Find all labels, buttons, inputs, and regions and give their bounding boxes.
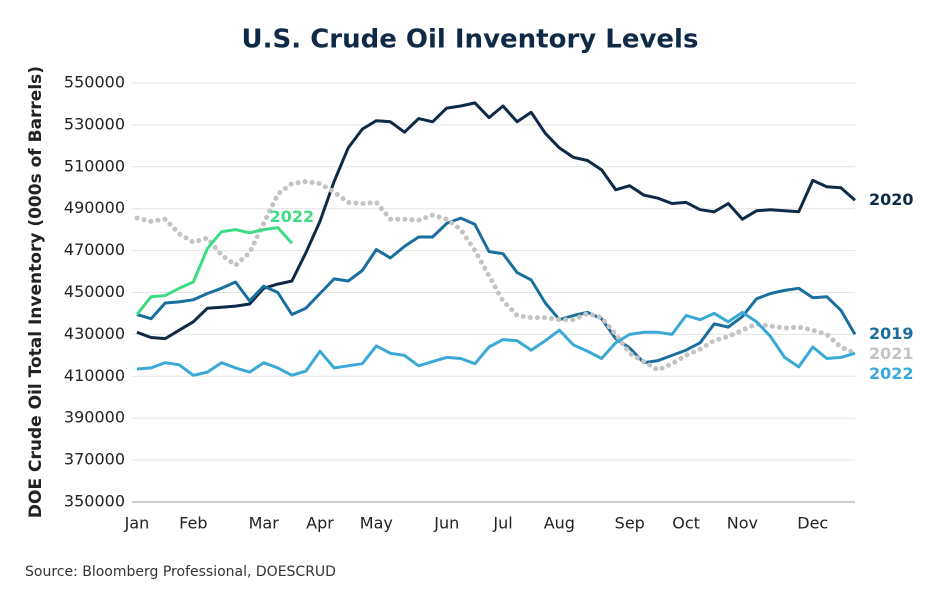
x-tick-label: Mar <box>249 514 280 533</box>
series-line <box>136 216 857 365</box>
x-tick-label: Dec <box>797 514 828 533</box>
series-line <box>136 101 856 341</box>
x-tick-label: Oct <box>672 514 700 533</box>
series-label: 2021 <box>869 344 914 363</box>
x-tick-label: Sep <box>615 514 645 533</box>
series-label: 2019 <box>869 324 914 343</box>
y-tick-label: 470000 <box>64 240 125 259</box>
x-tick-label: Jan <box>124 514 150 533</box>
y-tick-label: 530000 <box>64 114 125 133</box>
series-line <box>135 226 294 316</box>
chart-title: U.S. Crude Oil Inventory Levels <box>242 25 699 55</box>
x-tick-label: Jul <box>492 514 512 533</box>
series-line <box>134 179 858 373</box>
x-tick-label: Jun <box>433 514 459 533</box>
x-tick-label: Aug <box>544 514 575 533</box>
x-tick-label: Nov <box>727 514 758 533</box>
y-tick-label: 550000 <box>64 73 125 92</box>
series-line <box>136 310 856 377</box>
y-tick-label: 390000 <box>64 408 125 427</box>
x-tick-label: May <box>360 514 393 533</box>
y-tick-label: 350000 <box>64 492 125 511</box>
x-tick-label: Feb <box>179 514 207 533</box>
y-tick-label: 510000 <box>64 156 125 175</box>
y-tick-label: 430000 <box>64 324 125 343</box>
source-note: Source: Bloomberg Professional, DOESCRUD <box>25 564 336 580</box>
x-tick-label: Apr <box>306 514 334 533</box>
series-label: 2022 <box>869 364 914 383</box>
y-tick-label: 370000 <box>64 450 125 469</box>
y-tick-label: 450000 <box>64 282 125 301</box>
series-label: 2022 <box>270 207 315 226</box>
y-tick-label: 490000 <box>64 198 125 217</box>
series-label: 2020 <box>869 190 914 209</box>
y-tick-label: 410000 <box>64 366 125 385</box>
y-axis-title: DOE Crude Oil Total Inventory (000s of B… <box>26 66 46 518</box>
